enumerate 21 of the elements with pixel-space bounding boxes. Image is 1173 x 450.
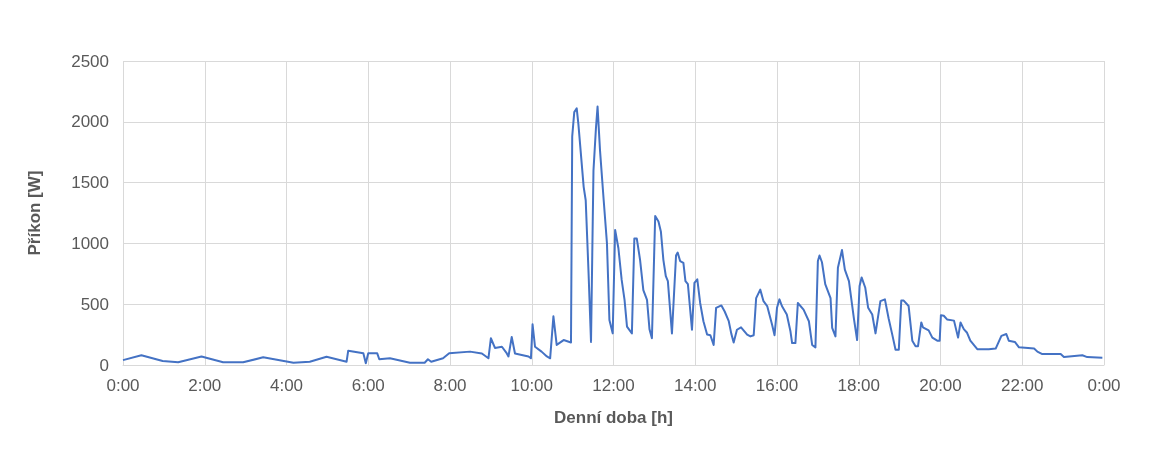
x-tick-label: 12:00: [592, 376, 635, 395]
x-tick-label: 2:00: [188, 376, 222, 395]
x-tick-label: 22:00: [1000, 376, 1044, 395]
y-tick-label: 2000: [71, 112, 109, 132]
y-axis-title: Příkon [W]: [25, 170, 44, 256]
y-tick-label: 2500: [71, 51, 109, 71]
x-tick-label: 0:00: [1087, 376, 1121, 395]
x-tick-label: 18:00: [837, 376, 881, 395]
x-tick-label: 6:00: [351, 376, 385, 395]
x-tick-label: 16:00: [755, 376, 799, 395]
x-tick-label: 4:00: [269, 376, 304, 395]
x-tick-label: 14:00: [673, 376, 717, 395]
x-tick-label: 8:00: [433, 376, 467, 395]
y-tick-label: 1000: [71, 233, 109, 253]
y-tick-label: 500: [80, 294, 109, 314]
x-axis-title: Denní doba [h]: [554, 408, 673, 427]
x-tick-label: 20:00: [919, 376, 962, 395]
y-tick-label: 0: [99, 355, 109, 375]
y-tick-label: 1500: [71, 173, 109, 193]
x-tick-label: 10:00: [510, 376, 554, 395]
x-tick-label: 0:00: [106, 376, 140, 395]
